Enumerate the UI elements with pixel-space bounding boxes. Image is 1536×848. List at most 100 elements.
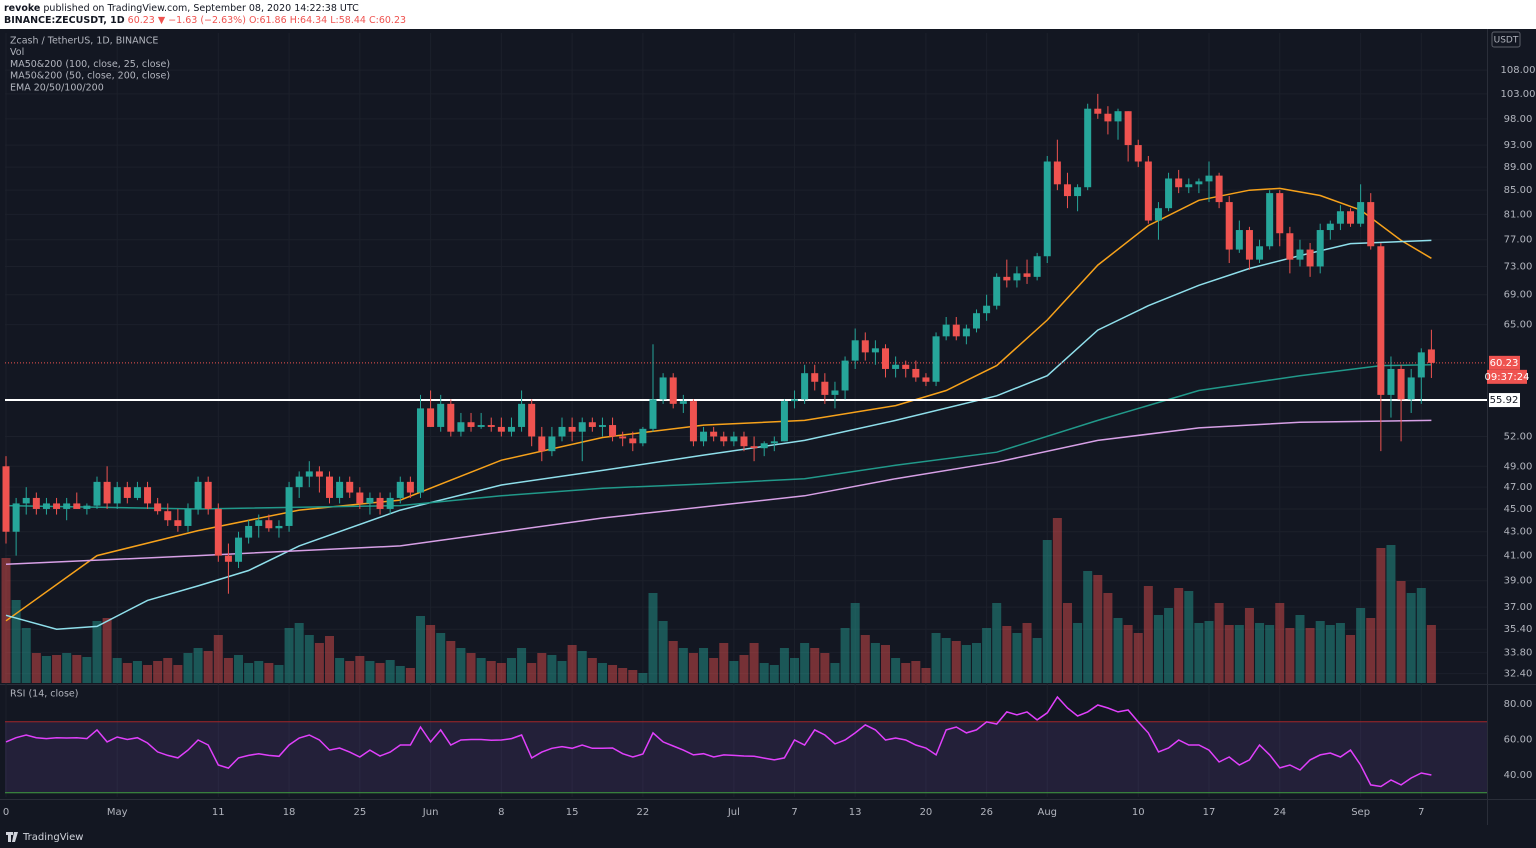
candle-body	[801, 373, 809, 400]
candle-body	[63, 503, 71, 509]
candle-body	[73, 503, 81, 509]
candle-body	[366, 497, 374, 504]
volume-bar	[1275, 603, 1285, 683]
candle-body	[518, 403, 526, 427]
candle-body	[619, 436, 627, 439]
volume-bar	[982, 628, 992, 683]
ohlc-low: L:58.44	[330, 15, 366, 26]
volume-bar	[597, 663, 607, 683]
candle-body	[265, 520, 273, 529]
volume-bar	[719, 643, 729, 683]
candle-body	[1427, 349, 1435, 363]
volume-bar	[1285, 628, 1295, 683]
currency-box	[1491, 31, 1521, 48]
countdown-label: 09:37:24	[1485, 372, 1530, 383]
publish-line: revoke published on TradingView.com, Sep…	[4, 3, 359, 14]
price-change: ▼ −1.63 (−2.63%)	[157, 15, 246, 26]
x-tick-label: 20	[920, 807, 933, 818]
x-tick-label: Jul	[727, 807, 740, 818]
candle-body	[53, 503, 61, 509]
volume-bar	[881, 645, 891, 683]
volume-bar	[1113, 618, 1123, 683]
volume-bar	[1265, 625, 1275, 683]
candle-body	[1235, 230, 1243, 250]
x-tick-label: 10	[1132, 807, 1145, 818]
volume-bar	[21, 628, 31, 683]
candle-body	[346, 481, 354, 493]
candle-body	[750, 446, 758, 449]
volume-bar	[699, 648, 709, 683]
volume-bar	[213, 635, 223, 683]
volume-bar	[365, 661, 375, 683]
candle-body	[760, 443, 768, 449]
volume-bar	[527, 663, 537, 683]
candle-body	[993, 276, 1001, 306]
candle-body	[700, 431, 708, 442]
author: revoke	[4, 3, 41, 14]
volume-bar	[466, 653, 476, 683]
volume-bar	[395, 666, 405, 683]
volume-bar	[72, 655, 82, 683]
ohlc-open: O:61.86	[248, 15, 287, 26]
candle-body	[740, 436, 748, 447]
candle-body	[1084, 108, 1092, 188]
candle-body	[1154, 208, 1162, 221]
y-tick-label: 49.00	[1504, 461, 1533, 472]
y-tick-label: 32.40	[1504, 669, 1533, 680]
volume-bar	[628, 670, 638, 683]
volume-bar	[415, 616, 425, 683]
candle-body	[22, 497, 30, 504]
candle-body	[871, 348, 879, 353]
candle-body	[164, 511, 172, 521]
candle-body	[174, 520, 182, 526]
volume-bar	[1052, 518, 1062, 683]
volume-bar	[264, 663, 274, 683]
level-box	[1489, 393, 1520, 408]
volume-bar	[1426, 625, 1436, 683]
y-tick-label: 81.00	[1504, 209, 1533, 220]
volume-bar	[1204, 621, 1214, 683]
volume-bar	[405, 668, 415, 683]
candle-body	[123, 487, 131, 498]
footer-brand: TradingView	[22, 832, 83, 843]
volume-bar	[163, 658, 173, 683]
candle-body	[649, 399, 657, 429]
volume-bar	[1153, 615, 1163, 683]
volume-bar	[971, 643, 981, 683]
volume-bar	[203, 651, 213, 683]
volume-bar	[41, 656, 51, 683]
candle-body	[882, 348, 890, 369]
candle-body	[1387, 368, 1395, 395]
currency-label: USDT	[1494, 36, 1519, 46]
candle-body	[1245, 230, 1253, 260]
volume-bar	[31, 653, 41, 683]
volume-bar	[678, 648, 688, 683]
ma-line	[5, 419, 1432, 566]
volume-bar	[476, 658, 486, 683]
candle-body	[770, 441, 778, 444]
candle-body	[1094, 108, 1102, 114]
volume-bar	[1032, 638, 1042, 683]
volume-bar	[557, 661, 567, 683]
candle-body	[568, 426, 576, 432]
volume-bar	[355, 656, 365, 683]
candle-body	[1306, 249, 1314, 267]
volume-bar	[375, 663, 385, 683]
volume-bar	[537, 653, 547, 683]
candle-body	[932, 336, 940, 382]
candle-body	[912, 368, 920, 378]
volume-bar	[618, 668, 628, 683]
y-tick-label: 45.00	[1504, 504, 1533, 515]
candle-body	[1276, 193, 1284, 234]
volume-bar	[153, 661, 163, 683]
rsi-tick-label: 60.00	[1504, 734, 1533, 745]
candle-body	[831, 390, 839, 395]
candle-body	[1367, 202, 1375, 247]
volume-bar	[335, 658, 345, 683]
volume-bar	[1396, 581, 1406, 683]
volume-bar	[961, 645, 971, 683]
volume-bar	[800, 643, 810, 683]
y-tick-label: 85.00	[1504, 185, 1533, 196]
candle-body	[1063, 184, 1071, 197]
candle-body	[83, 505, 91, 509]
